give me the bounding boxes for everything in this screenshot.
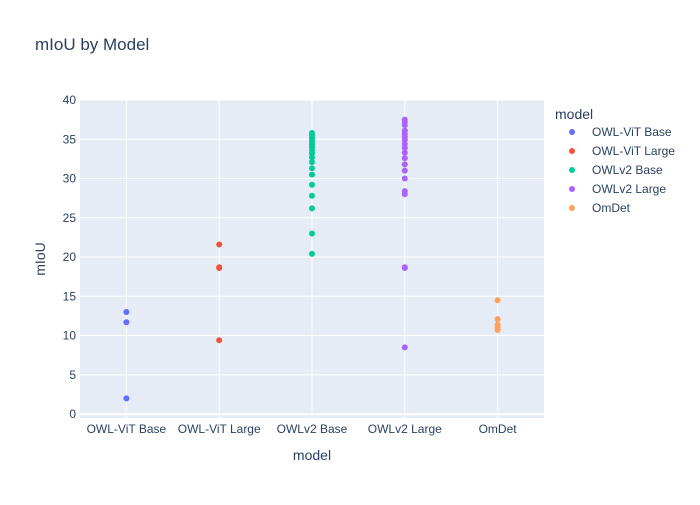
data-point[interactable]: [309, 230, 315, 237]
legend-marker: [569, 148, 575, 154]
y-axis-label: mIoU: [32, 242, 48, 275]
data-point[interactable]: [309, 192, 315, 199]
y-tick-label: 5: [69, 368, 76, 382]
data-point[interactable]: [309, 205, 315, 212]
legend-item[interactable]: OmDet: [569, 201, 631, 215]
data-point[interactable]: [216, 337, 223, 344]
series-owlv2-large: [401, 116, 408, 351]
legend-marker: [569, 205, 575, 211]
legend-title: model: [555, 106, 593, 122]
data-point[interactable]: [123, 319, 130, 326]
data-point[interactable]: [401, 144, 408, 151]
data-point[interactable]: [309, 165, 315, 172]
data-point[interactable]: [401, 149, 408, 156]
data-point[interactable]: [494, 327, 501, 334]
data-point[interactable]: [309, 250, 315, 257]
x-axis-label: model: [293, 447, 331, 463]
legend-label: OmDet: [592, 201, 631, 215]
data-point[interactable]: [401, 167, 408, 174]
x-tick-label: OmDet: [479, 422, 518, 436]
legend-item[interactable]: OWL-ViT Large: [569, 144, 675, 158]
data-point[interactable]: [309, 154, 315, 161]
data-point[interactable]: [309, 181, 315, 188]
data-point[interactable]: [401, 344, 408, 351]
x-tick-label: OWLv2 Base: [277, 422, 348, 436]
data-point[interactable]: [401, 122, 408, 129]
series-owl-vit-base: [123, 309, 130, 402]
data-point[interactable]: [309, 159, 315, 166]
data-point[interactable]: [494, 297, 501, 304]
legend-marker: [569, 167, 575, 173]
legend-marker: [569, 186, 575, 192]
grid-lines: [80, 99, 544, 418]
legend-item[interactable]: OWLv2 Large: [569, 182, 666, 196]
y-tick-label: 20: [63, 250, 77, 264]
legend-label: OWLv2 Large: [592, 182, 666, 196]
legend-marker: [569, 129, 575, 135]
x-tick-label: OWLv2 Large: [368, 422, 442, 436]
x-tick-labels: OWL-ViT Base OWL-ViT Large OWLv2 Base OWLv2…: [87, 422, 518, 436]
data-point[interactable]: [401, 175, 408, 182]
legend-label: OWLv2 Base: [592, 163, 663, 177]
y-tick-label: 0: [69, 407, 76, 421]
legend-item[interactable]: OWL-ViT Base: [569, 125, 672, 139]
legend-label: OWL-ViT Large: [592, 144, 675, 158]
y-tick-label: 40: [63, 93, 77, 107]
chart-title: mIoU by Model: [35, 35, 149, 54]
data-point[interactable]: [123, 309, 130, 315]
data-point[interactable]: [216, 265, 223, 272]
legend-label: OWL-ViT Base: [592, 125, 672, 139]
data-points: [123, 116, 501, 402]
data-point[interactable]: [309, 171, 315, 178]
data-point[interactable]: [123, 395, 130, 402]
legend-item[interactable]: OWLv2 Base: [569, 163, 663, 177]
y-tick-label: 30: [63, 172, 77, 186]
series-owl-vit-large: [216, 241, 223, 344]
y-tick-labels: 0 5 10 15 20 25 30 35 40: [63, 93, 77, 421]
y-tick-label: 25: [63, 211, 77, 225]
y-tick-label: 35: [63, 132, 77, 146]
data-point[interactable]: [401, 191, 408, 198]
series-omdet: [494, 297, 501, 334]
data-point[interactable]: [401, 155, 408, 162]
y-tick-label: 10: [63, 329, 77, 343]
data-point[interactable]: [216, 241, 223, 248]
x-tick-label: OWL-ViT Large: [178, 422, 261, 436]
data-point[interactable]: [401, 265, 408, 272]
y-tick-label: 15: [63, 289, 77, 303]
x-tick-label: OWL-ViT Base: [87, 422, 167, 436]
legend[interactable]: OWL-ViT Base OWL-ViT Large OWLv2 Base OWLv2…: [569, 125, 675, 215]
series-owlv2-base: [309, 129, 315, 257]
data-point[interactable]: [494, 316, 501, 323]
data-point[interactable]: [401, 161, 408, 168]
